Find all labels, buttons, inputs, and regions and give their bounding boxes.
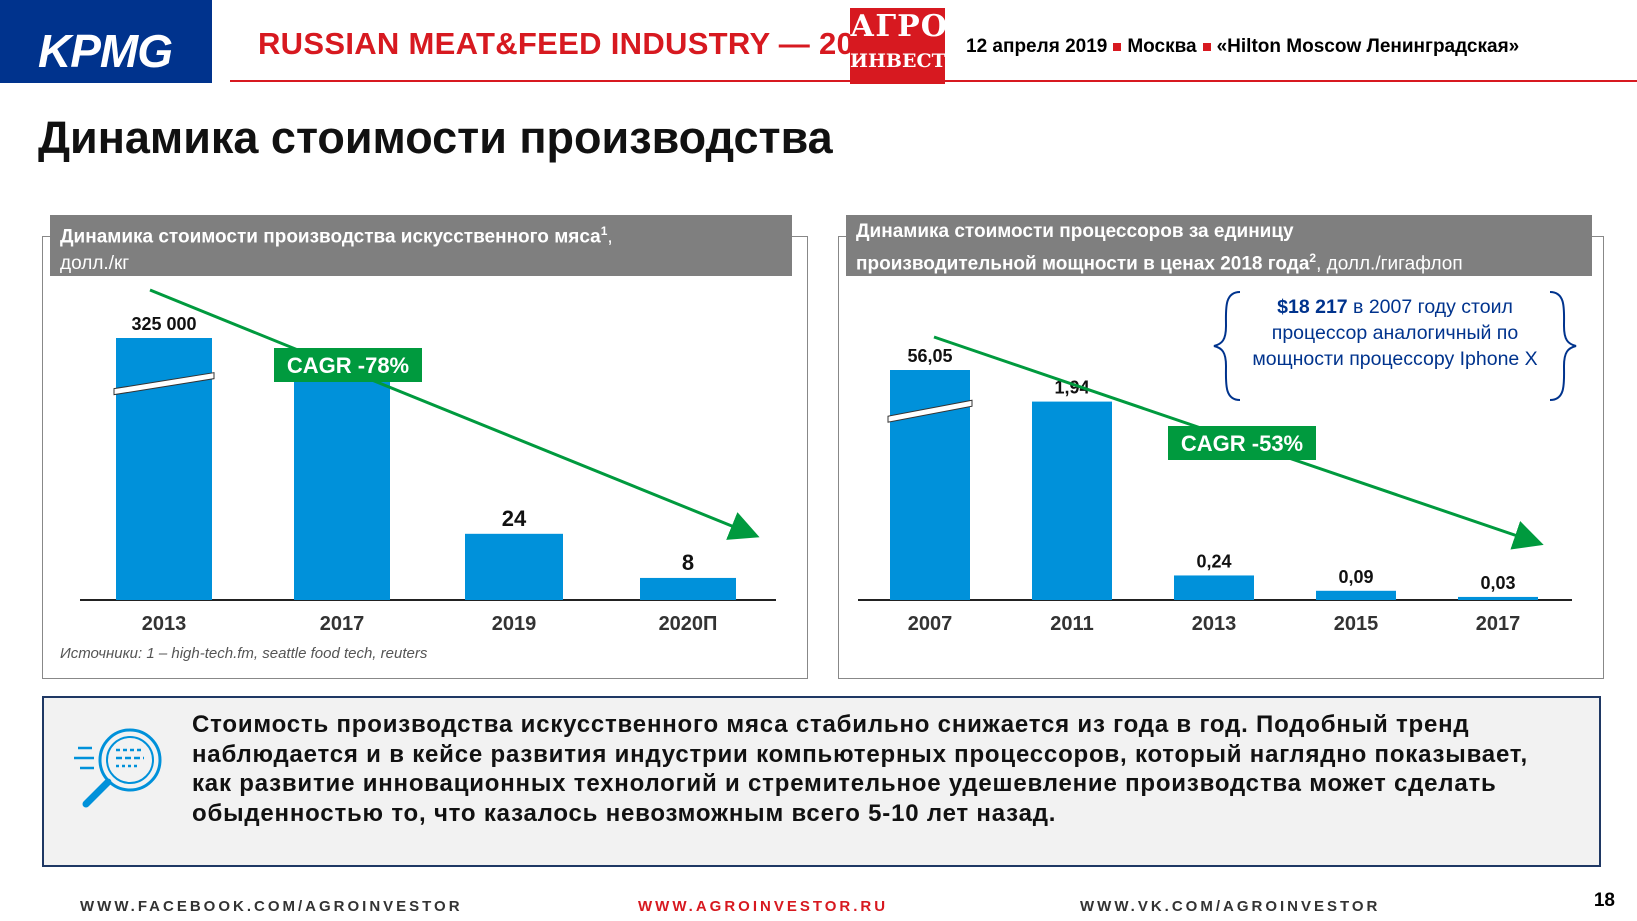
meat-cost-title: Динамика стоимости производства искусств…	[60, 226, 601, 248]
footer-vk-link[interactable]: WWW.VK.COM/AGROINVESTOR	[1080, 898, 1381, 915]
agro-logo-line2: ИНВЕСТОР	[850, 50, 977, 72]
meat-axis-break	[113, 372, 215, 396]
cpu-value-label: 0,24	[1196, 551, 1231, 571]
callout-value: $18 217	[1277, 296, 1348, 318]
meat-bar-2017	[294, 379, 390, 600]
cpu-axis-break	[887, 399, 973, 423]
meat-bar-2020П	[640, 577, 736, 600]
separator-square-icon	[1202, 42, 1211, 51]
processor-cost-title-line1: Динамика стоимости процессоров за единиц…	[856, 221, 1294, 242]
cpu-cagr-label: CAGR -53%	[1181, 431, 1303, 456]
processor-cost-unit: , долл./гигафлоп	[1316, 253, 1463, 275]
meat-cost-bars: 325 000201380201724201982020ПCAGR -78%	[80, 288, 776, 635]
cpu-bar-2015	[1316, 590, 1396, 600]
event-venue: «Hilton Moscow Ленинградская»	[1216, 36, 1520, 57]
separator-square-icon	[1113, 42, 1122, 51]
meat-value-label: 8	[682, 550, 694, 575]
meat-category-label: 2013	[142, 613, 187, 635]
cpu-value-label: 0,09	[1338, 567, 1373, 587]
cpu-bar-2013	[1174, 575, 1254, 600]
processor-cost-bars: 56,0520071,9420110,2420130,0920150,03201…	[858, 335, 1572, 635]
callout-text-line1: в 2007 году стоил	[1347, 296, 1513, 318]
page-title: Динамика стоимости производства	[38, 112, 833, 163]
meat-cost-title-comma: ,	[607, 226, 613, 248]
cpu-value-label: 0,03	[1480, 573, 1515, 593]
cpu-category-label: 2017	[1476, 613, 1521, 635]
meat-category-label: 2019	[492, 613, 537, 635]
agroinvestor-logo: АГРО ИНВЕСТОР	[850, 8, 977, 84]
footer-facebook-link[interactable]: WWW.FACEBOOK.COM/AGROINVESTOR	[80, 898, 463, 915]
agro-logo-line1: АГРО	[850, 9, 948, 44]
event-info: 12 апреля 2019 Москва «Hilton Moscow Ленин…	[966, 36, 1519, 58]
meat-trend-arrow	[149, 288, 760, 540]
footer-site-link[interactable]: WWW.AGROINVESTOR.RU	[638, 898, 889, 915]
cpu-bar-2017	[1458, 596, 1538, 600]
meat-cost-panel-header: Динамика стоимости производства искусств…	[50, 215, 792, 276]
meat-category-label: 2017	[320, 613, 365, 635]
processor-cost-footnote-mark: 2	[1309, 251, 1317, 265]
meat-cost-source: Источники: 1 – high-tech.fm, seattle foo…	[60, 645, 428, 662]
event-city: Москва	[1127, 36, 1197, 57]
conclusion-box: Стоимость производства искусственного мя…	[42, 696, 1601, 867]
processor-cost-title-line2: производительной мощности в ценах 2018 г…	[856, 253, 1310, 275]
meat-cagr-badge	[274, 348, 422, 382]
event-date: 12 апреля 2019	[966, 36, 1108, 57]
cpu-cagr-badge	[1168, 426, 1316, 460]
cpu-bar-2011	[1032, 401, 1112, 600]
meat-cost-chart: 325 000201380201724201982020ПCAGR -78% И…	[60, 288, 776, 662]
cpu-category-label: 2011	[1050, 613, 1093, 635]
callout-text-line2: процессор аналогичный по	[1271, 322, 1519, 344]
processor-cost-panel-header: Динамика стоимости процессоров за единиц…	[846, 215, 1592, 276]
cpu-category-label: 2007	[908, 613, 953, 635]
magnifier-document-icon	[74, 728, 162, 808]
meat-cagr-label: CAGR -78%	[287, 353, 409, 378]
kpmg-logo: KPMG	[0, 0, 212, 83]
page-number: 18	[1593, 890, 1615, 911]
meat-value-label: 24	[502, 506, 527, 531]
kpmg-logo-text: KPMG	[38, 25, 173, 77]
processor-cost-chart: 56,0520071,9420110,2420130,0920150,03201…	[858, 335, 1572, 635]
iphone-callout: $18 217 в 2007 году стоил процессор анал…	[1210, 290, 1580, 401]
cpu-category-label: 2015	[1334, 613, 1379, 635]
conclusion-text: Стоимость производства искусственного мя…	[192, 711, 1528, 827]
cpu-category-label: 2013	[1192, 613, 1237, 635]
callout-text: $18 217 в 2007 году стоил процессор анал…	[1228, 294, 1562, 372]
meat-bar-2019	[465, 533, 563, 600]
meat-cost-footnote-mark: 1	[600, 224, 608, 238]
callout-braces	[1213, 291, 1577, 401]
meat-category-label: 2020П	[659, 613, 718, 635]
meat-value-label: 325 000	[131, 314, 196, 334]
meat-cost-unit: долл./кг	[60, 253, 130, 275]
conference-title: RUSSIAN MEAT&FEED INDUSTRY — 2019	[258, 26, 890, 61]
cpu-value-label: 56,05	[907, 346, 952, 366]
callout-text-line3: мощности процессору Iphone X	[1252, 348, 1538, 370]
